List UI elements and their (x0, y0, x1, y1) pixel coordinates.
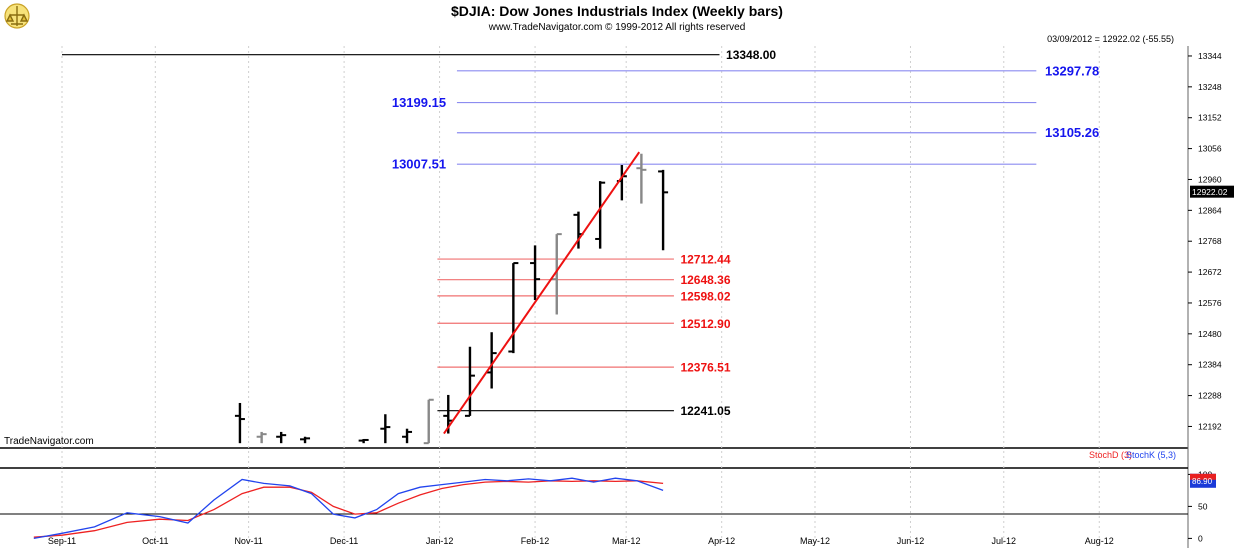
level-label: 13348.00 (726, 48, 776, 62)
watermark: TradeNavigator.com (4, 436, 94, 447)
level-label: 12376.51 (680, 361, 730, 375)
trendline-segment (443, 151, 641, 435)
month-axis: Sep-11 Oct-11 Nov-11 Dec-11 Jan-12 Feb-12 Mar-… (48, 536, 1114, 546)
price-tick-label: 13344 (1198, 51, 1222, 61)
price-tick-label: 13248 (1198, 82, 1222, 92)
price-tick-label: 12768 (1198, 236, 1222, 246)
price-tick-label: 12576 (1198, 298, 1222, 308)
last-price-box (1190, 185, 1234, 198)
last-stoch-box-top (1190, 473, 1216, 480)
month-label: Jun-12 (897, 536, 925, 546)
month-label: Aug-12 (1085, 536, 1114, 546)
last-stoch-label: 86.90 (1192, 477, 1213, 486)
price-tick-label: 12864 (1198, 205, 1222, 215)
month-label: Nov-11 (234, 536, 262, 546)
month-label: Sep-11 (48, 536, 76, 546)
legend-stochk: StochK (5,3) (1126, 450, 1176, 460)
price-tick-label: 12672 (1198, 267, 1222, 277)
stoch-axis: 05010086.90 (1188, 469, 1216, 543)
price-axis: 12192 12288 12384 12480 12576 12672 12768 12864… (1188, 51, 1234, 431)
stoch-legend: StochD (3) StochK (5,3) (1089, 450, 1176, 460)
price-tick-label: 12960 (1198, 174, 1222, 184)
month-label: Jan-12 (426, 536, 454, 546)
price-tick-label: 13056 (1198, 144, 1222, 154)
level-label: 13007.51 (392, 157, 446, 172)
price-tick-label: 12288 (1198, 391, 1222, 401)
month-label: Dec-11 (330, 536, 358, 546)
price-tick-label: 12192 (1198, 421, 1222, 431)
level-label: 12648.36 (680, 273, 730, 287)
level-label: 13105.26 (1045, 125, 1099, 140)
month-label: Jul-12 (992, 536, 1017, 546)
last-price-label: 12922.02 (1192, 187, 1228, 197)
month-label: May-12 (800, 536, 830, 546)
level-label: 12241.05 (680, 404, 730, 418)
price-tick-label: 12480 (1198, 329, 1222, 339)
quote-readout: 03/09/2012 = 12922.02 (-55.55) (1047, 34, 1174, 44)
price-panel-frame (0, 46, 1189, 548)
stoch-tick-label: 0 (1198, 533, 1203, 543)
level-label: 13199.15 (392, 95, 446, 110)
month-label: Apr-12 (708, 536, 735, 546)
price-tick-label: 13152 (1198, 113, 1222, 123)
stochd-line (33, 480, 664, 538)
stochastic-lines (33, 477, 664, 540)
legend-stochd: StochD (3) (1089, 450, 1132, 460)
level-label: 13297.78 (1045, 63, 1099, 78)
trade-navigator-logo (4, 3, 30, 29)
stoch-tick-label: 50 (1198, 501, 1208, 511)
level-label: 12512.90 (680, 317, 730, 331)
trendline (443, 151, 641, 435)
month-label: Feb-12 (521, 536, 550, 546)
stochk-line (33, 477, 664, 540)
level-label: 12712.44 (680, 253, 730, 267)
month-label: Oct-11 (142, 536, 168, 546)
level-label: 12598.02 (680, 289, 730, 303)
month-label: Mar-12 (612, 536, 641, 546)
price-levels: 13348.00 13297.78 13199.15 13105.26 13007.51… (62, 48, 1099, 418)
chart-subtitle: www.TradeNavigator.com © 1999-2012 All r… (488, 22, 746, 33)
price-tick-label: 12384 (1198, 360, 1222, 370)
chart-title: $DJIA: Dow Jones Industrials Index (Week… (451, 3, 783, 19)
